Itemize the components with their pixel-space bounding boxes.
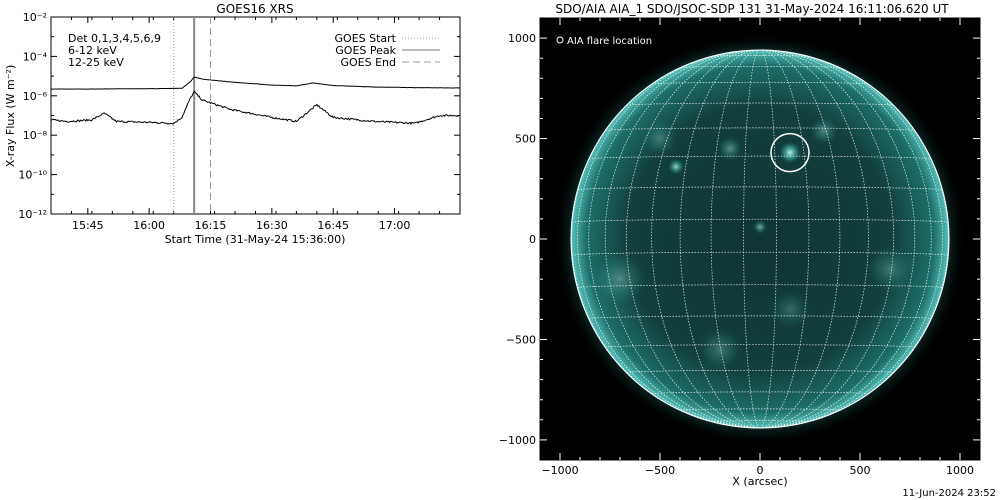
active-region-glow bbox=[668, 158, 684, 175]
aia-x-tick-label: 500 bbox=[850, 464, 871, 477]
grid-line bbox=[571, 251, 949, 256]
event-legend: GOES Start GOES Peak GOES End bbox=[335, 32, 440, 69]
grid-line bbox=[651, 391, 869, 395]
grid-line bbox=[759, 50, 916, 428]
aia-image-title: SDO/AIA AIA_1 SDO/JSOC-SDP 131 31-May-20… bbox=[555, 2, 949, 16]
goes-xrs-panel: GOES16 XRS 10⁻¹² 10⁻¹⁰ 10⁻⁸ 10⁻⁶ 10⁻⁴ 10⁻² 15… bbox=[4, 2, 461, 246]
solar-disk bbox=[571, 50, 949, 428]
goes-x-tick-label: 16:30 bbox=[256, 219, 288, 232]
grid-line bbox=[759, 53, 949, 428]
goes-plot-title: GOES16 XRS bbox=[216, 2, 293, 16]
grid-line bbox=[759, 50, 777, 428]
aia-y-axis: −1000 −500 0 500 1000 bbox=[499, 32, 980, 447]
active-region-glow bbox=[642, 120, 678, 157]
active-region-glow bbox=[810, 116, 838, 145]
active-region-glow bbox=[753, 219, 767, 234]
goes-y-tick-label: 10⁻¹² bbox=[18, 208, 47, 221]
goes-y-tick-label: 10⁻¹⁰ bbox=[18, 169, 47, 182]
goes-series-line-2 bbox=[51, 90, 460, 125]
grid-line bbox=[626, 369, 894, 373]
aia-y-tick-label: −500 bbox=[506, 333, 536, 346]
flare-location-circle bbox=[770, 132, 810, 173]
goes-y-tick-label: 10⁻⁴ bbox=[23, 50, 48, 63]
grid-line bbox=[651, 50, 761, 428]
flare-annotation-marker bbox=[556, 36, 564, 44]
legend-goes-start-label: GOES Start bbox=[335, 32, 397, 45]
aia-y-tick-label: −1000 bbox=[499, 434, 536, 447]
aia-image-panel: SDO/AIA AIA_1 SDO/JSOC-SDP 131 31-May-20… bbox=[499, 2, 996, 499]
grid-line bbox=[571, 218, 949, 223]
goes-x-axis: 15:45 16:00 16:15 16:30 16:45 17:00 bbox=[50, 17, 461, 232]
goes-y-axis-label: X-ray Flux (W m⁻²) bbox=[4, 65, 17, 167]
grid-line bbox=[710, 50, 761, 428]
grid-line bbox=[604, 50, 761, 428]
goes-y-tick-label: 10⁻⁸ bbox=[23, 129, 48, 142]
legend-goes-end-label: GOES End bbox=[340, 56, 396, 69]
goes-event-lines bbox=[173, 17, 212, 214]
grid-line bbox=[759, 50, 841, 428]
goes-y-tick-label: 10⁻⁶ bbox=[23, 90, 48, 103]
grid-line bbox=[759, 50, 932, 428]
grid-line bbox=[743, 50, 761, 428]
grid-line bbox=[651, 81, 869, 85]
band-high-label: 12-25 keV bbox=[68, 56, 124, 69]
goes-y-tick-label: 10⁻² bbox=[23, 11, 47, 24]
grid-line bbox=[679, 50, 761, 428]
aia-y-tick-label: 1000 bbox=[508, 32, 536, 45]
heliographic-grid bbox=[571, 50, 949, 428]
goes-x-tick-label: 17:00 bbox=[379, 219, 411, 232]
aia-x-axis-label: X (arcsec) bbox=[732, 475, 787, 488]
goes-series-line-1 bbox=[51, 76, 460, 90]
goes-x-tick-label: 15:45 bbox=[72, 219, 104, 232]
grid-line bbox=[604, 344, 916, 348]
active-region-glow bbox=[866, 245, 914, 294]
grid-line bbox=[577, 284, 943, 289]
grid-line bbox=[588, 155, 932, 160]
grid-line bbox=[759, 50, 810, 428]
active-region-glow bbox=[770, 289, 810, 330]
grid-line bbox=[711, 420, 809, 422]
band-low-label: 6-12 keV bbox=[68, 44, 117, 57]
grid-line bbox=[571, 53, 761, 428]
aia-x-axis: −1000 −500 0 500 1000 bbox=[541, 18, 974, 477]
active-region-glow bbox=[592, 251, 648, 308]
goes-x-tick-label: 16:45 bbox=[317, 219, 349, 232]
active-region-glow bbox=[779, 141, 801, 164]
aia-x-tick-label: 1000 bbox=[946, 464, 974, 477]
active-region-glow bbox=[698, 327, 742, 372]
goes-series bbox=[51, 76, 460, 125]
aia-x-tick-label: −500 bbox=[645, 464, 675, 477]
aia-x-tick-label: 0 bbox=[757, 464, 764, 477]
grid-line bbox=[588, 50, 761, 428]
grid-line bbox=[711, 55, 809, 57]
legend-goes-peak-label: GOES Peak bbox=[335, 44, 396, 57]
grid-line bbox=[759, 50, 894, 428]
detector-list: Det 0,1,3,4,5,6,9 bbox=[68, 32, 161, 45]
aia-y-tick-label: 500 bbox=[515, 133, 536, 146]
active-region-glow bbox=[718, 136, 742, 161]
footer-timestamp: 11-Jun-2024 23:52 bbox=[902, 488, 996, 499]
active-regions bbox=[592, 116, 914, 372]
grid-line bbox=[626, 50, 761, 428]
aia-y-tick-label: 0 bbox=[529, 233, 536, 246]
grid-line bbox=[680, 65, 840, 68]
flare-annotation: AIA flare location bbox=[556, 36, 652, 47]
grid-line bbox=[759, 50, 943, 428]
goes-x-tick-label: 16:15 bbox=[195, 219, 227, 232]
goes-y-axis: 10⁻¹² 10⁻¹⁰ 10⁻⁸ 10⁻⁶ 10⁻⁴ 10⁻² bbox=[18, 11, 460, 221]
grid-line bbox=[588, 315, 932, 320]
grid-line bbox=[759, 50, 869, 428]
grid-line bbox=[577, 50, 761, 428]
aia-x-tick-label: −1000 bbox=[541, 464, 578, 477]
flare-annotation-label: AIA flare location bbox=[567, 36, 652, 47]
goes-x-axis-label: Start Time (31-May-24 15:36:00) bbox=[165, 233, 346, 246]
goes-x-tick-label: 16:00 bbox=[133, 219, 165, 232]
solar-limb bbox=[570, 49, 950, 429]
detector-legend: Det 0,1,3,4,5,6,9 6-12 keV 12-25 keV bbox=[68, 32, 161, 69]
